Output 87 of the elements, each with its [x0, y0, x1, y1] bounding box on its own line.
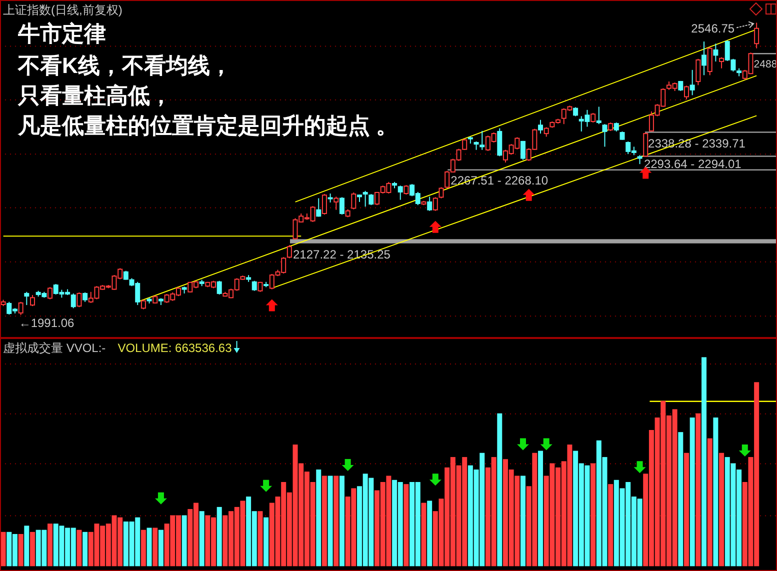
bar: [146, 528, 152, 566]
candlestick: [538, 119, 544, 134]
candlestick: [76, 292, 82, 308]
bar: [404, 484, 409, 566]
candlestick: [713, 43, 718, 62]
candlestick: [497, 128, 502, 157]
annotation: 2546.75: [691, 22, 735, 36]
bar: [48, 524, 53, 566]
candlestick: [339, 196, 344, 216]
candlestick: [432, 196, 438, 212]
chart-title: 虚拟成交量 VVOL:-: [3, 341, 106, 355]
bar: [719, 452, 724, 566]
candlestick: [30, 294, 35, 307]
candlestick: [544, 126, 549, 138]
bar: [76, 530, 82, 566]
candlestick: [684, 85, 689, 100]
bar: [158, 530, 164, 566]
candlestick: [696, 58, 701, 86]
candlestick: [24, 291, 30, 306]
band-label: 2293.64 - 2294.01: [644, 156, 742, 171]
text: ←1991.06: [18, 316, 75, 330]
bar: [684, 452, 689, 566]
bar: [258, 511, 263, 566]
bar: [216, 506, 222, 566]
candlestick: [690, 69, 695, 96]
bar: [497, 413, 502, 566]
annotation: 不看K线，不看均线，: [17, 53, 232, 78]
candlestick: [322, 194, 327, 216]
bar: [339, 476, 344, 566]
candlestick: [702, 41, 707, 76]
bar: [264, 517, 269, 566]
bar: [82, 532, 88, 566]
annotation: 牛市定律: [17, 21, 106, 46]
candlestick: [351, 192, 356, 210]
chart-subtitle: VOLUME: 663536.63: [118, 341, 232, 355]
candlestick: [316, 198, 322, 218]
chart-title: 上证指数(日线,前复权): [3, 3, 122, 17]
bar: [328, 476, 333, 566]
candlestick: [520, 140, 526, 160]
bar: [678, 432, 684, 566]
candlestick: [602, 124, 608, 148]
candlestick: [334, 196, 339, 210]
bar: [0, 532, 6, 566]
candlestick: [82, 292, 88, 302]
candlestick: [480, 130, 485, 150]
bar: [18, 534, 24, 566]
bar: [608, 484, 614, 566]
bar: [696, 413, 701, 566]
candlestick: [427, 196, 432, 212]
bar: [421, 502, 426, 566]
ref-line-label: 2488: [754, 58, 777, 71]
candlestick: [362, 190, 368, 208]
candlestick: [754, 22, 760, 49]
candlestick: [707, 46, 712, 76]
candlestick: [216, 280, 222, 296]
annotation: 凡是低量柱的位置肯定是回升的起点 。: [17, 113, 398, 138]
bar: [702, 357, 707, 566]
candlestick: [643, 132, 648, 158]
candlestick: [404, 184, 409, 196]
bar: [322, 476, 327, 566]
bar: [590, 463, 596, 566]
candlestick: [140, 299, 146, 310]
bar: [152, 528, 158, 566]
bar: [690, 418, 695, 566]
candlestick: [596, 106, 602, 125]
candlestick: [70, 292, 76, 309]
candlestick: [590, 112, 596, 124]
bar: [199, 511, 204, 566]
bar: [713, 418, 718, 566]
candlestick: [719, 56, 724, 69]
bar: [707, 438, 712, 566]
candlestick: [252, 280, 257, 292]
annotation: 只看量柱高低，: [17, 83, 172, 108]
bar: [316, 470, 322, 566]
bar: [334, 476, 339, 566]
bar: [24, 526, 30, 566]
candlestick: [18, 301, 24, 316]
candlestick: [398, 185, 403, 200]
bar: [182, 515, 187, 566]
candlestick: [48, 286, 53, 300]
bar: [30, 532, 35, 566]
candlestick: [286, 244, 292, 259]
bar: [427, 500, 432, 566]
candlestick: [368, 194, 374, 206]
bar: [520, 476, 526, 566]
bar: [140, 530, 146, 566]
candlestick: [438, 186, 444, 199]
